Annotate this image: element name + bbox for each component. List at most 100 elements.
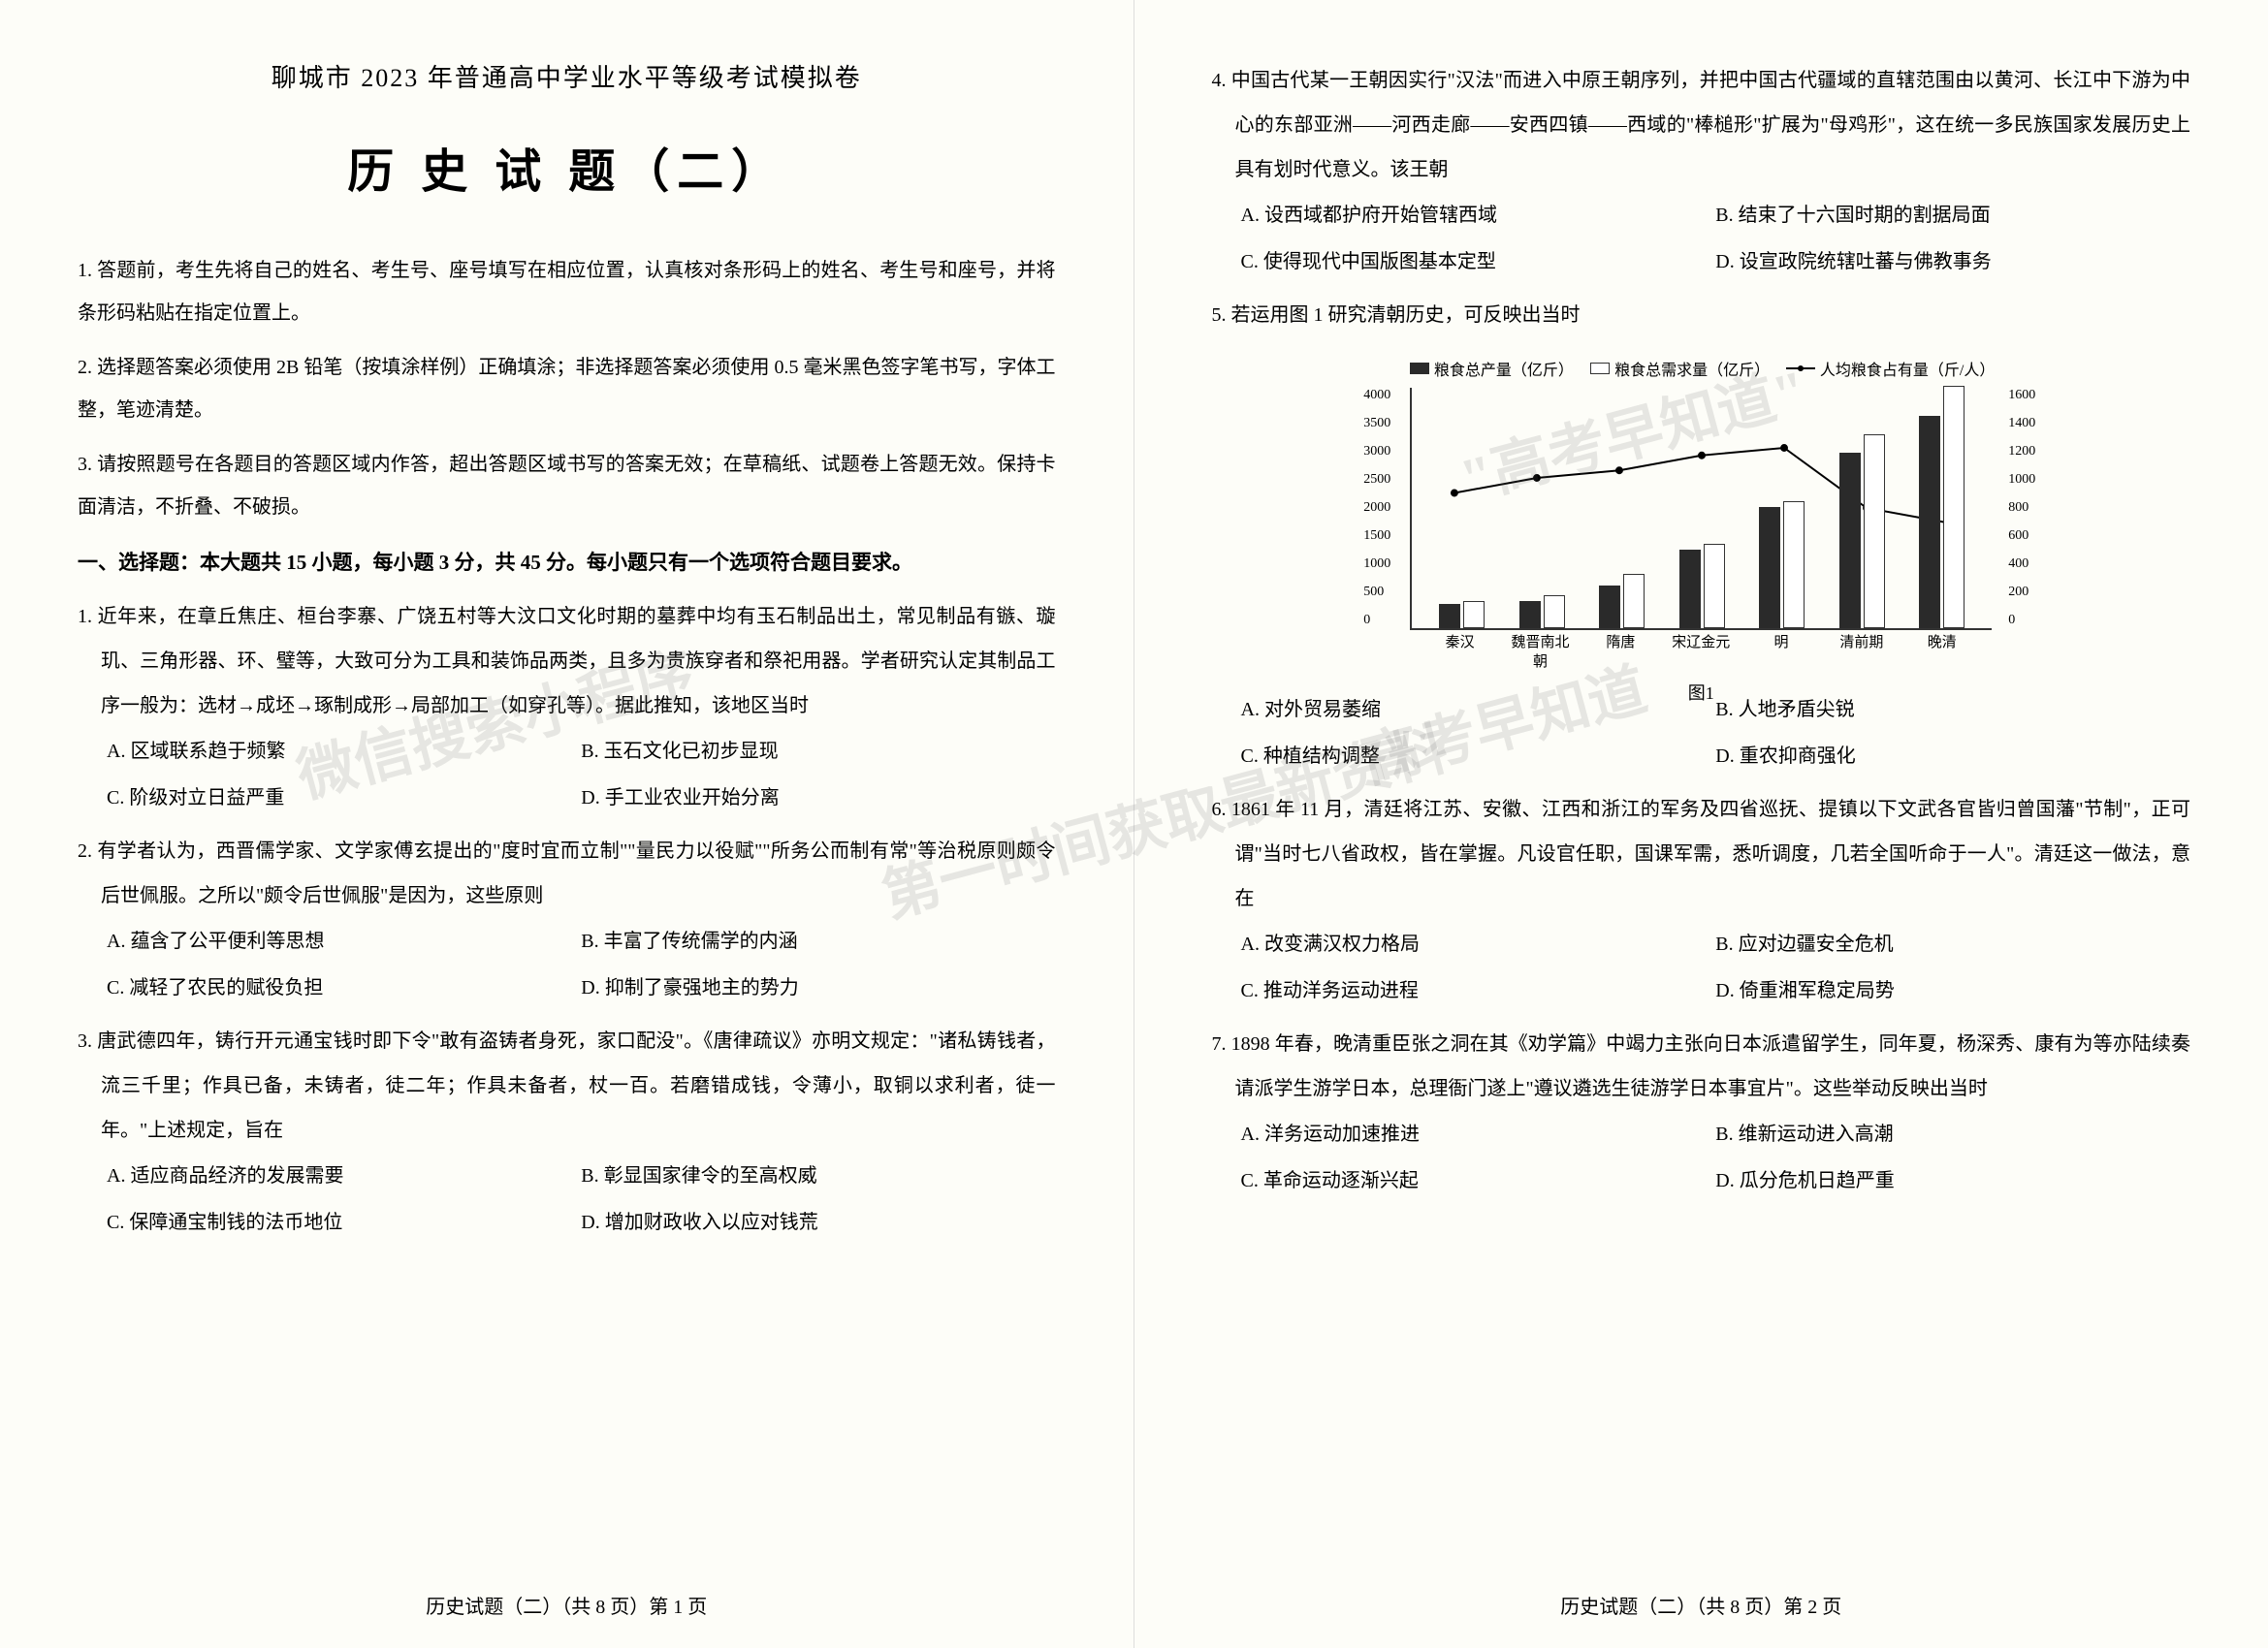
q7-text: 7. 1898 年春，晚清重臣张之洞在其《劝学篇》中竭力主张向日本派遣留学生，同… [1212, 1022, 2191, 1111]
q3-option-c: C. 保障通宝制钱的法币地位 [107, 1199, 581, 1246]
bar-group [1599, 574, 1645, 628]
y-axis-right-ticks: 02004006008001000120014001600 [2008, 388, 2035, 628]
q7-option-a: A. 洋务运动加速推进 [1241, 1111, 1716, 1157]
section-1-header: 一、选择题：本大题共 15 小题，每小题 3 分，共 45 分。每小题只有一个选… [78, 540, 1056, 585]
y-tick-left: 500 [1363, 585, 1390, 600]
q6-option-d: D. 倚重湘军稳定局势 [1715, 967, 2190, 1014]
footer-right: 历史试题（二）（共 8 页）第 2 页 [1134, 1591, 2268, 1619]
bar-production [1519, 601, 1541, 628]
y-tick-left: 4000 [1363, 388, 1390, 403]
bar-demand [1544, 595, 1565, 628]
y-tick-left: 1500 [1363, 528, 1390, 544]
y-tick-right: 600 [2008, 528, 2035, 544]
y-tick-right: 400 [2008, 556, 2035, 572]
bar-demand [1783, 501, 1805, 628]
q3-option-a: A. 适应商品经济的发展需要 [107, 1153, 581, 1199]
q4-text: 4. 中国古代某一王朝因实行"汉法"而进入中原王朝序列，并把中国古代疆域的直辖范… [1212, 58, 2191, 192]
q2-option-c: C. 减轻了农民的赋役负担 [107, 965, 581, 1011]
x-category-label: 秦汉 [1431, 634, 1489, 672]
exam-header: 聊城市 2023 年普通高中学业水平等级考试模拟卷 [78, 58, 1056, 94]
instruction-2: 2. 选择题答案必须使用 2B 铅笔（按填涂样例）正确填涂；非选择题答案必须使用… [78, 346, 1056, 431]
question-3: 3. 唐武德四年，铸行开元通宝钱时即下令"敢有盗铸者身死，家口配没"。《唐律疏议… [78, 1019, 1056, 1246]
bar-group [1439, 601, 1485, 628]
q5-text: 5. 若运用图 1 研究清朝历史，可反映出当时 [1212, 293, 2191, 337]
exam-title: 历 史 试 题（二） [78, 133, 1056, 201]
bar-demand [1623, 574, 1645, 628]
x-category-label: 明 [1752, 634, 1810, 672]
legend-swatch-dark [1410, 363, 1429, 374]
bar-demand [1704, 544, 1725, 629]
bar-group [1919, 386, 1965, 628]
bar-group [1839, 434, 1885, 628]
bar-group [1679, 544, 1725, 629]
q1-option-d: D. 手工业农业开始分离 [581, 775, 1055, 821]
x-axis-labels: 秦汉魏晋南北朝隋唐宋辽金元明清前期晚清 [1410, 634, 1992, 672]
q6-option-c: C. 推动洋务运动进程 [1241, 967, 1716, 1014]
q6-option-a: A. 改变满汉权力格局 [1241, 921, 1716, 967]
q4-option-d: D. 设宣政院统辖吐蕃与佛教事务 [1715, 238, 2190, 285]
page-1: 聊城市 2023 年普通高中学业水平等级考试模拟卷 历 史 试 题（二） 1. … [0, 0, 1134, 1648]
page-2: 4. 中国古代某一王朝因实行"汉法"而进入中原王朝序列，并把中国古代疆域的直辖范… [1134, 0, 2268, 1648]
q6-text: 6. 1861 年 11 月，清廷将江苏、安徽、江西和浙江的军务及四省巡抚、提镇… [1212, 787, 2191, 921]
question-4: 4. 中国古代某一王朝因实行"汉法"而进入中原王朝序列，并把中国古代疆域的直辖范… [1212, 58, 2191, 285]
legend-series-1: 粮食总产量（亿斤） [1410, 357, 1571, 380]
y-tick-left: 0 [1363, 613, 1390, 628]
question-7: 7. 1898 年春，晚清重臣张之洞在其《劝学篇》中竭力主张向日本派遣留学生，同… [1212, 1022, 2191, 1204]
q3-option-b: B. 彰显国家律令的至高权威 [581, 1153, 1055, 1199]
instruction-1: 1. 答题前，考生先将自己的姓名、考生号、座号填写在相应位置，认真核对条形码上的… [78, 249, 1056, 334]
q6-option-b: B. 应对边疆安全危机 [1715, 921, 2190, 967]
q4-option-c: C. 使得现代中国版图基本定型 [1241, 238, 1716, 285]
instruction-3: 3. 请按照题号在各题目的答题区域内作答，超出答题区域书写的答案无效；在草稿纸、… [78, 443, 1056, 528]
q1-option-c: C. 阶级对立日益严重 [107, 775, 581, 821]
y-tick-right: 1400 [2008, 416, 2035, 431]
x-category-label: 宋辽金元 [1672, 634, 1730, 672]
x-category-label: 隋唐 [1591, 634, 1649, 672]
bar-demand [1943, 386, 1965, 628]
y-tick-right: 1600 [2008, 388, 2035, 403]
q7-option-d: D. 瓜分危机日趋严重 [1715, 1157, 2190, 1204]
y-tick-right: 1000 [2008, 472, 2035, 488]
bar-production [1599, 586, 1620, 628]
bar-production [1679, 550, 1701, 628]
y-tick-right: 200 [2008, 585, 2035, 600]
q7-option-b: B. 维新运动进入高潮 [1715, 1111, 2190, 1157]
y-tick-right: 800 [2008, 500, 2035, 516]
footer-left: 历史试题（二）（共 8 页）第 1 页 [0, 1591, 1134, 1619]
bar-production [1839, 453, 1861, 628]
x-category-label: 晚清 [1913, 634, 1971, 672]
q2-option-a: A. 蕴含了公平便利等思想 [107, 918, 581, 965]
y-tick-left: 1000 [1363, 556, 1390, 572]
question-6: 6. 1861 年 11 月，清廷将江苏、安徽、江西和浙江的军务及四省巡抚、提镇… [1212, 787, 2191, 1014]
y-tick-left: 2500 [1363, 472, 1390, 488]
legend-series-2: 粮食总需求量（亿斤） [1590, 357, 1767, 380]
q3-text: 3. 唐武德四年，铸行开元通宝钱时即下令"敢有盗铸者身死，家口配没"。《唐律疏议… [78, 1019, 1056, 1153]
bar-production [1759, 507, 1780, 628]
q2-text: 2. 有学者认为，西晋儒学家、文学家傅玄提出的"度时宜而立制""量民力以役赋""… [78, 829, 1056, 918]
q2-option-b: B. 丰富了传统儒学的内涵 [581, 918, 1055, 965]
chart-legend: 粮食总产量（亿斤） 粮食总需求量（亿斤） 人均粮食占有量（斤/人） [1410, 357, 1992, 380]
legend-label-3: 人均粮食占有量（斤/人） [1820, 357, 1992, 380]
bar-group [1759, 501, 1805, 628]
y-tick-left: 3000 [1363, 444, 1390, 460]
question-1: 1. 近年来，在章丘焦庄、桓台李寨、广饶五村等大汶口文化时期的墓葬中均有玉石制品… [78, 594, 1056, 821]
bar-demand [1864, 434, 1885, 628]
x-category-label: 魏晋南北朝 [1512, 634, 1570, 672]
y-tick-left: 2000 [1363, 500, 1390, 516]
legend-line-marker [1786, 367, 1814, 369]
q1-option-b: B. 玉石文化已初步显现 [581, 728, 1055, 775]
y-tick-right: 1200 [2008, 444, 2035, 460]
question-2: 2. 有学者认为，西晋儒学家、文学家傅玄提出的"度时宜而立制""量民力以役赋""… [78, 829, 1056, 1011]
bar-group [1519, 595, 1565, 628]
legend-swatch-light [1590, 363, 1610, 374]
q5-option-c: C. 种植结构调整 [1241, 733, 1716, 779]
bar-production [1919, 416, 1940, 628]
y-tick-left: 3500 [1363, 416, 1390, 431]
q1-option-a: A. 区域联系趋于频繁 [107, 728, 581, 775]
q7-option-c: C. 革命运动逐渐兴起 [1241, 1157, 1716, 1204]
q1-text: 1. 近年来，在章丘焦庄、桓台李寨、广饶五村等大汶口文化时期的墓葬中均有玉石制品… [78, 594, 1056, 728]
q2-option-d: D. 抑制了豪强地主的势力 [581, 965, 1055, 1011]
y-axis-left-ticks: 0 500 1000 1500 2000 2500 3000 3500 4000 [1363, 388, 1390, 628]
chart-plot-area: 05001000150020002500300035004000 0200400… [1410, 388, 1992, 630]
figure-1-chart: 粮食总产量（亿斤） 粮食总需求量（亿斤） 人均粮食占有量（斤/人） 050010… [1410, 357, 1992, 667]
legend-label-2: 粮食总需求量（亿斤） [1614, 357, 1767, 380]
